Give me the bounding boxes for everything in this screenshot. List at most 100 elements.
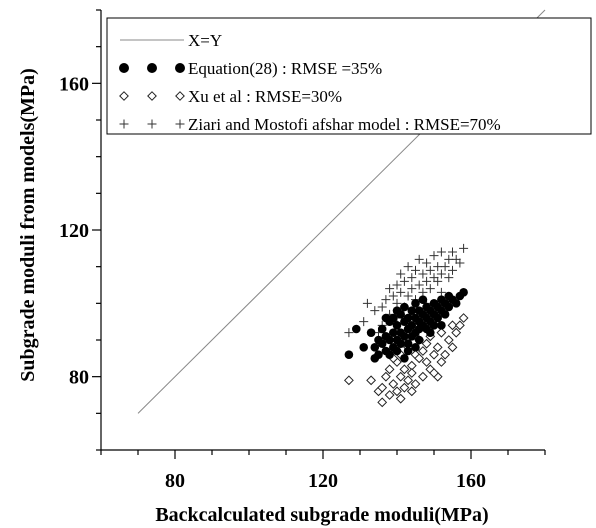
equation-28-point bbox=[389, 328, 398, 337]
ziari-point bbox=[344, 328, 354, 338]
legend-marker bbox=[147, 91, 157, 101]
ziari-point bbox=[436, 247, 446, 257]
equation-28-point bbox=[411, 343, 420, 352]
legend-label-equation-28: Equation(28) : RMSE =35% bbox=[188, 59, 382, 78]
ziari-point bbox=[455, 258, 465, 268]
ziari-point bbox=[388, 291, 398, 301]
ziari-point bbox=[436, 269, 446, 279]
equation-28-point bbox=[451, 299, 461, 308]
equation-28-point bbox=[433, 313, 443, 323]
equation-28-point bbox=[414, 335, 424, 345]
equation-28-point bbox=[400, 354, 409, 363]
xu-et-al-point bbox=[421, 338, 432, 349]
legend-label-x-equals-y: X=Y bbox=[188, 31, 222, 50]
xu-et-al-point bbox=[440, 349, 451, 360]
ziari-point bbox=[440, 262, 450, 272]
legend-box bbox=[106, 17, 592, 135]
equation-28-point bbox=[392, 321, 402, 330]
xu-et-al-point bbox=[377, 397, 388, 408]
equation-28-point bbox=[374, 350, 383, 359]
equation-28-point bbox=[437, 321, 446, 330]
legend-marker bbox=[175, 63, 185, 73]
legend-marker bbox=[175, 91, 185, 101]
ziari-point bbox=[414, 254, 424, 264]
equation-28-point bbox=[392, 306, 402, 315]
equation-28-point bbox=[381, 313, 391, 323]
equation-28-point bbox=[403, 313, 413, 323]
xu-et-al-point bbox=[421, 357, 432, 367]
equation-28-point bbox=[407, 306, 417, 315]
xu-et-al-point bbox=[414, 353, 425, 364]
equation-28-point bbox=[366, 328, 376, 337]
xu-et-al-point bbox=[436, 327, 447, 338]
equation-28-point bbox=[426, 328, 435, 337]
x-tick-label: 120 bbox=[308, 470, 338, 492]
ziari-point bbox=[418, 287, 428, 297]
ziari-point bbox=[359, 317, 369, 327]
ziari-point bbox=[399, 276, 409, 286]
equation-28-point bbox=[440, 310, 450, 319]
ziari-point bbox=[422, 276, 432, 286]
y-tick-label: 120 bbox=[59, 220, 89, 242]
equation-28-point bbox=[459, 288, 468, 297]
xu-et-al-point bbox=[454, 320, 465, 331]
equation-28-point bbox=[385, 335, 394, 345]
legend-marker bbox=[147, 63, 157, 73]
data-points bbox=[343, 243, 469, 408]
ziari-point bbox=[407, 284, 417, 294]
y-tick-label: 80 bbox=[69, 367, 89, 389]
xu-et-al-point bbox=[392, 386, 402, 397]
equation-28-point bbox=[411, 299, 420, 308]
equation-28-point bbox=[389, 313, 398, 323]
y-ticks: 80 120 160 bbox=[59, 9, 101, 451]
xu-et-al-point bbox=[399, 364, 410, 375]
ziari-point bbox=[370, 306, 380, 316]
equation-28-point bbox=[385, 350, 394, 359]
ziari-point bbox=[448, 265, 457, 275]
ziari-point bbox=[451, 254, 461, 264]
ziari-point bbox=[377, 302, 387, 312]
x-tick-label: 80 bbox=[165, 470, 185, 492]
equation-28-point bbox=[352, 324, 361, 334]
legend-marker bbox=[119, 91, 129, 101]
x-tick-label: 160 bbox=[456, 470, 486, 492]
xu-et-al-point bbox=[429, 368, 439, 378]
xu-et-al-point bbox=[417, 346, 428, 356]
legend-markers-open-diamond bbox=[119, 91, 185, 101]
xu-et-al-point bbox=[447, 342, 458, 353]
y-tick-label: 160 bbox=[59, 73, 89, 95]
ziari-point bbox=[362, 298, 372, 308]
equation-28-point bbox=[377, 324, 387, 334]
equation-28-point bbox=[444, 302, 454, 312]
ziari-point bbox=[396, 287, 406, 297]
ziari-point bbox=[407, 273, 417, 283]
xu-et-al-point bbox=[432, 342, 443, 353]
ziari-point bbox=[448, 247, 457, 257]
xu-et-al-point bbox=[443, 335, 454, 345]
xu-et-al-point bbox=[366, 375, 377, 386]
equation-28-point bbox=[392, 346, 402, 356]
ziari-point bbox=[444, 273, 454, 283]
equation-28-point bbox=[418, 295, 428, 304]
xu-et-al-point bbox=[395, 393, 406, 404]
legend-label-xu-et-al: Xu et al : RMSE=30% bbox=[188, 87, 342, 106]
xu-et-al-point bbox=[399, 382, 410, 393]
equation-28-point bbox=[407, 321, 417, 330]
xu-et-al-point bbox=[384, 390, 395, 400]
equation-28-point bbox=[377, 339, 387, 348]
legend-entry-xu-et-al: Xu et al : RMSE=30% bbox=[119, 87, 342, 106]
equation-28-point bbox=[400, 332, 409, 341]
xu-et-al-point bbox=[429, 349, 439, 360]
ziari-point bbox=[396, 269, 406, 279]
ziari-point bbox=[425, 284, 435, 294]
xu-et-al-point bbox=[451, 327, 462, 338]
equation-28-point bbox=[403, 339, 413, 348]
ziari-point bbox=[436, 287, 446, 297]
ziari-point bbox=[429, 273, 439, 283]
equation-28-point bbox=[400, 302, 409, 312]
legend-entry-x-equals-y: X=Y bbox=[120, 31, 222, 50]
ziari-point bbox=[429, 251, 439, 261]
legend: X=Y Equation(28) : RMSE =35% Xu et al : … bbox=[106, 17, 592, 135]
legend-markers-filled-circle bbox=[119, 63, 185, 73]
